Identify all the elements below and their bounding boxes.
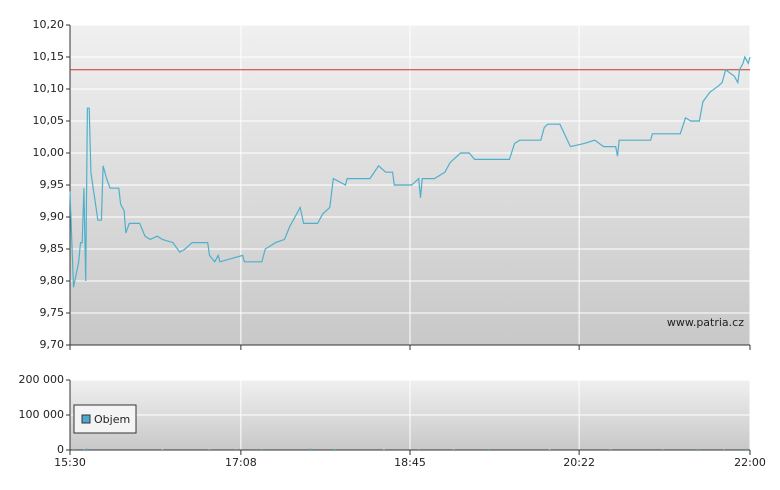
volume-bar xyxy=(661,449,664,450)
y-tick-label: 9,90 xyxy=(40,210,65,223)
y-tick-label: 9,85 xyxy=(40,242,65,255)
y-tick-label: 0 xyxy=(57,443,64,456)
x-tick-label: 15:30 xyxy=(54,456,86,469)
volume-bar xyxy=(745,448,748,450)
volume-bar xyxy=(696,448,699,450)
volume-bar xyxy=(609,449,612,450)
volume-bar xyxy=(382,449,385,450)
y-tick-label: 9,80 xyxy=(40,274,65,287)
volume-bar xyxy=(548,449,551,450)
volume-bar xyxy=(722,449,725,450)
volume-bar xyxy=(86,448,89,450)
y-tick-label: 100 000 xyxy=(19,408,65,421)
y-tick-label: 10,15 xyxy=(33,50,65,63)
volume-bar xyxy=(161,449,164,450)
y-tick-label: 9,95 xyxy=(40,178,65,191)
x-tick-label: 18:45 xyxy=(394,456,426,469)
price-line xyxy=(69,55,751,288)
y-tick-label: 200 000 xyxy=(19,373,65,386)
volume-bar xyxy=(334,448,337,450)
volume-bar xyxy=(260,448,263,450)
legend-swatch xyxy=(81,414,91,424)
y-tick-label: 10,10 xyxy=(33,82,65,95)
volume-bar xyxy=(234,449,237,450)
y-tick-label: 9,75 xyxy=(40,306,65,319)
volume-bar xyxy=(417,449,420,450)
volume-bar xyxy=(72,448,75,450)
legend-label: Objem xyxy=(94,413,130,426)
volume-bar xyxy=(309,448,312,450)
volume-bar xyxy=(208,449,211,450)
y-tick-label: 10,20 xyxy=(33,18,65,31)
watermark: www.patria.cz xyxy=(667,316,744,329)
x-tick-label: 20:22 xyxy=(563,456,595,469)
y-tick-label: 9,70 xyxy=(40,338,65,351)
x-tick-label: 17:08 xyxy=(225,456,257,469)
x-tick-label: 22:00 xyxy=(734,456,766,469)
y-tick-label: 10,00 xyxy=(33,146,65,159)
volume-bar xyxy=(487,448,490,450)
volume-bar xyxy=(452,449,455,450)
y-tick-label: 10,05 xyxy=(33,114,65,127)
volume-bar xyxy=(82,449,85,450)
